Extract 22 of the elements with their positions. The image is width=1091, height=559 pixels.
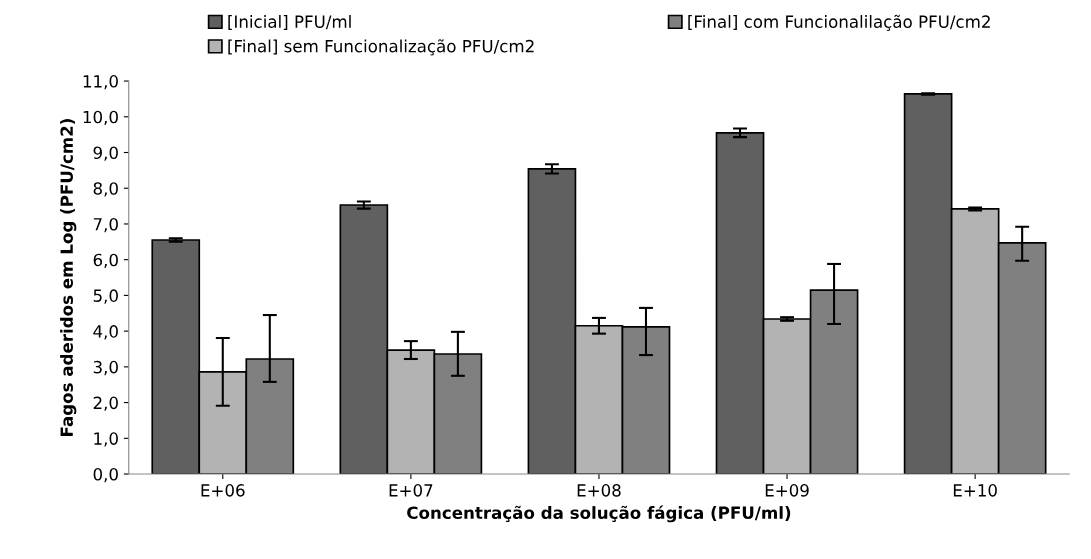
y-tick-label: 0,0 [93,467,118,483]
y-tick-label: 5,0 [93,289,118,304]
y-tick-label: 8,0 [93,182,118,197]
y-tick-label: 4,0 [93,325,118,340]
y-tick-label: 7,0 [93,217,118,233]
x-tick-label: E+08 [577,484,621,497]
x-axis-title: Concentração da solução fágica (PFU/ml) [407,505,791,523]
y-tick-label: 1,0 [94,432,118,447]
legend-label: [Final] sem Funcionalização PFU/cm2 [228,39,534,56]
x-tick-label: E+07 [389,484,433,497]
y-tick-label: 2,0 [93,396,118,411]
x-tick-label: E+10 [953,484,997,497]
x-tick-label: E+06 [201,484,245,497]
y-tick-label: 11,0 [83,75,118,90]
y-tick-label: 6,0 [93,253,118,268]
y-tick-label: 10,0 [83,110,118,126]
x-tick-label: E+09 [765,484,809,497]
y-axis-title: Fagos aderidos em Log (PFU/cm2) [60,119,77,436]
y-tick-label: 9,0 [93,146,118,161]
legend-label: [Inicial] PFU/ml [228,15,351,30]
y-tick-label: 3,0 [93,360,118,376]
legend-label: [Final] com Funcionalilação PFU/cm2 [688,14,990,31]
